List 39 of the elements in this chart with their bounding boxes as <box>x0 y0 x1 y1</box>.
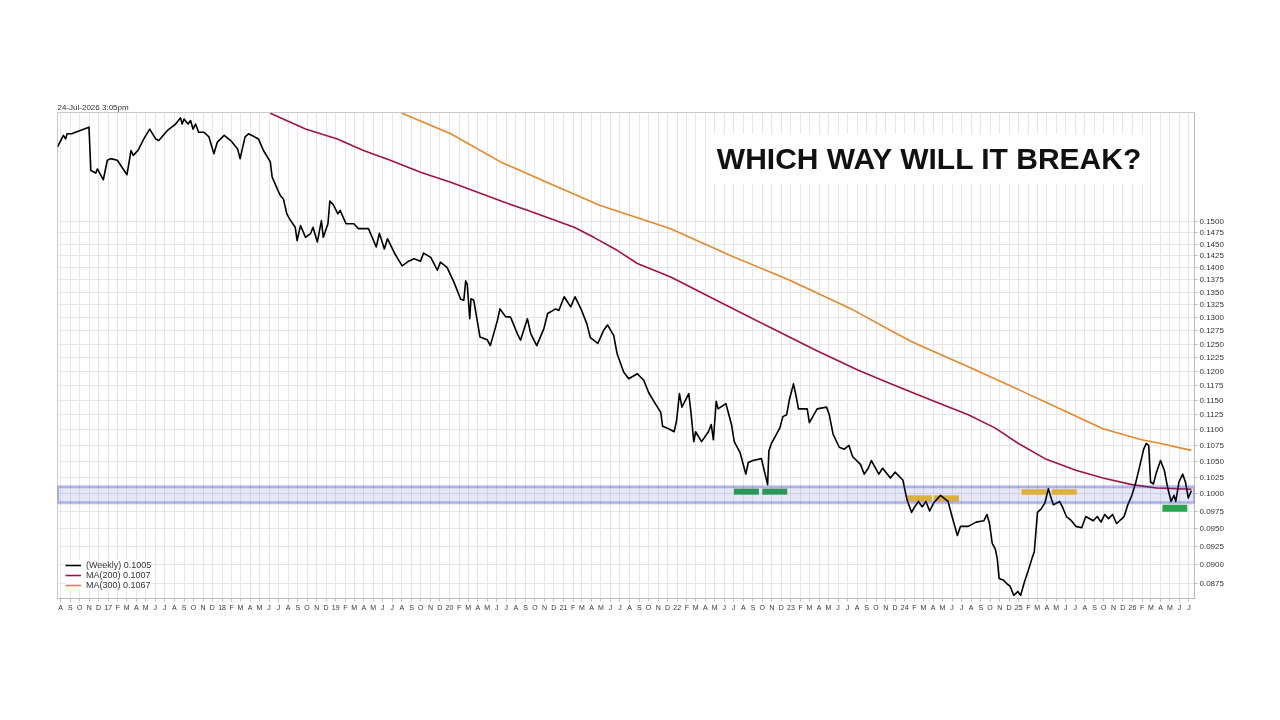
y-tick-label: 0.0900 <box>1199 560 1225 570</box>
y-tick-label: 0.1225 <box>1199 353 1225 363</box>
y-tick-label: 0.1275 <box>1199 326 1225 336</box>
y-tick-label: 0.1325 <box>1199 300 1225 310</box>
y-tick-label: 0.0950 <box>1199 523 1225 533</box>
line-series <box>401 112 1193 452</box>
y-tick-label: 0.1250 <box>1199 339 1225 349</box>
y-tick-label: 0.1175 <box>1199 381 1224 391</box>
y-tick-label: 0.1000 <box>1199 489 1225 499</box>
y-tick-label: 0.1425 <box>1199 251 1225 261</box>
y-tick-label: 0.1475 <box>1199 228 1225 238</box>
text: WHICH WAY WILL IT BREAK? <box>716 142 1142 176</box>
y-tick-label: 0.1100 <box>1199 425 1224 435</box>
y-tick-label: 0.1050 <box>1199 456 1225 466</box>
y-tick-label: 0.1150 <box>1199 395 1224 405</box>
text: 24-Jul-2026 3:05pm <box>57 102 129 112</box>
y-tick-label: 0.0875 <box>1199 579 1225 589</box>
y-tick-label: 0.1400 <box>1199 263 1225 273</box>
y-tick-label: 0.0925 <box>1199 541 1225 551</box>
y-tick-label: 0.1300 <box>1199 313 1225 323</box>
bar <box>733 488 759 495</box>
y-tick-label: 0.1350 <box>1199 287 1225 297</box>
bar <box>1021 489 1047 495</box>
y-tick-label: 0.1200 <box>1199 366 1225 376</box>
y-tick-label: 0.0975 <box>1199 506 1225 516</box>
bar <box>762 488 788 495</box>
y-tick-label: 0.1375 <box>1199 275 1225 285</box>
bar <box>906 495 932 502</box>
y-tick-label: 0.1450 <box>1199 239 1225 249</box>
y-tick-label: 0.1125 <box>1199 410 1224 420</box>
legend-label: MA(200) 0.1007 <box>86 570 151 580</box>
y-tick-label: 0.1500 <box>1199 216 1225 226</box>
legend-label: (Weekly) 0.1005 <box>86 560 152 570</box>
y-tick-label: 0.1075 <box>1199 440 1225 450</box>
legend-label: MA(300) 0.1067 <box>86 580 151 590</box>
line-series <box>269 112 1193 491</box>
y-tick-label: 0.1025 <box>1199 472 1225 482</box>
bar <box>1162 504 1188 512</box>
bar <box>1051 489 1077 495</box>
